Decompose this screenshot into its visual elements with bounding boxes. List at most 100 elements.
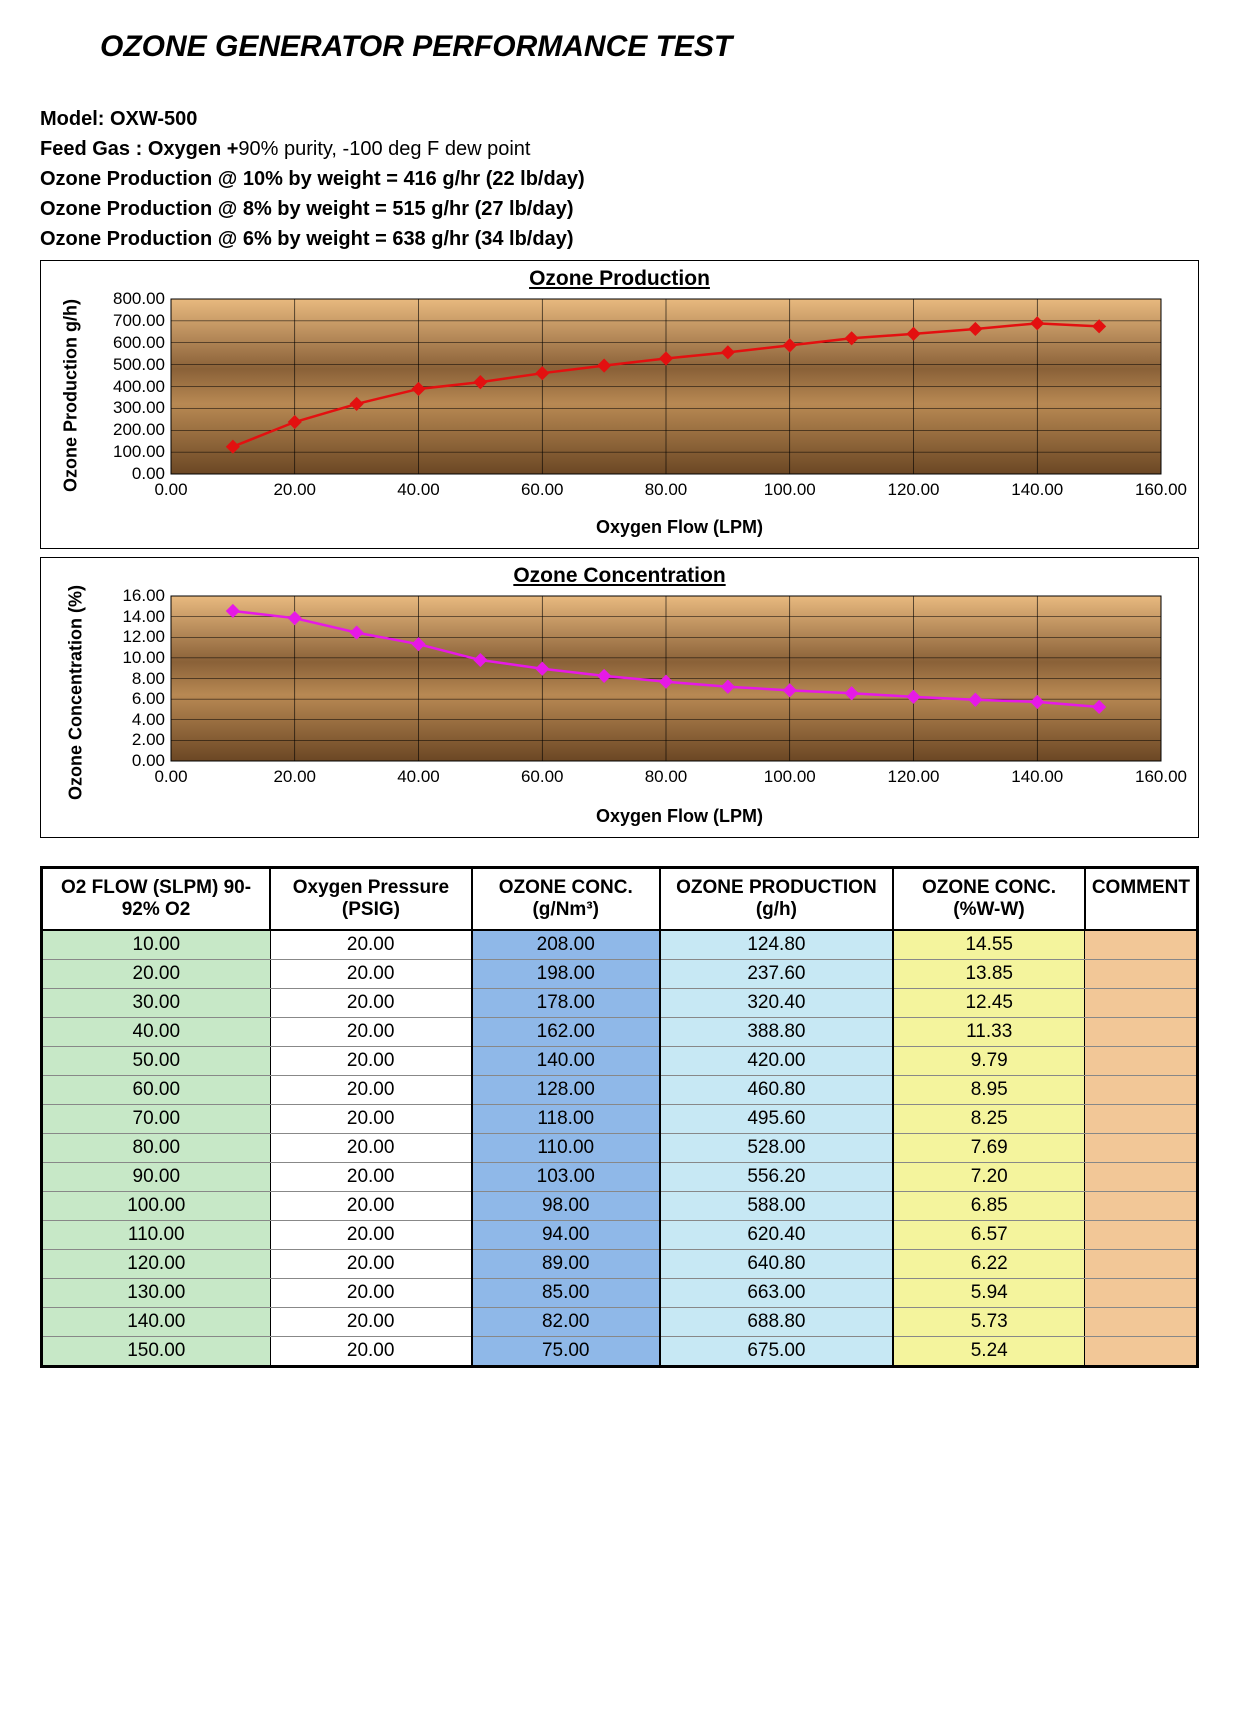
- table-cell: 120.00: [42, 1250, 271, 1279]
- table-cell: [1085, 1308, 1198, 1337]
- x-tick-label: 80.00: [636, 767, 696, 787]
- table-cell: 20.00: [270, 1337, 472, 1367]
- plot-concentration: 0.002.004.006.008.0010.0012.0014.0016.00…: [171, 592, 1188, 802]
- table-cell: 110.00: [472, 1134, 660, 1163]
- table-cell: 13.85: [893, 960, 1085, 989]
- y-tick-label: 300.00: [95, 398, 165, 418]
- x-tick-label: 40.00: [389, 480, 449, 500]
- table-cell: 198.00: [472, 960, 660, 989]
- table-cell: [1085, 1163, 1198, 1192]
- y-tick-label: 700.00: [95, 311, 165, 331]
- table-cell: 89.00: [472, 1250, 660, 1279]
- table-cell: 20.00: [270, 1105, 472, 1134]
- table-row: 120.0020.0089.00640.806.22: [42, 1250, 1198, 1279]
- table-cell: 6.85: [893, 1192, 1085, 1221]
- table-cell: 20.00: [270, 1163, 472, 1192]
- table-cell: 118.00: [472, 1105, 660, 1134]
- table-cell: 20.00: [270, 930, 472, 960]
- table-cell: 14.55: [893, 930, 1085, 960]
- table-header-row: O2 FLOW (SLPM) 90-92% O2Oxygen Pressure …: [42, 868, 1198, 931]
- table-cell: 420.00: [660, 1047, 893, 1076]
- table-cell: 20.00: [270, 1076, 472, 1105]
- table-cell: 20.00: [270, 960, 472, 989]
- x-tick-label: 60.00: [512, 767, 572, 787]
- table-cell: [1085, 1018, 1198, 1047]
- table-cell: [1085, 1076, 1198, 1105]
- y-tick-label: 2.00: [95, 730, 165, 750]
- x-tick-label: 0.00: [141, 480, 201, 500]
- table-cell: [1085, 1250, 1198, 1279]
- table-row: 90.0020.00103.00556.207.20: [42, 1163, 1198, 1192]
- table-cell: 50.00: [42, 1047, 271, 1076]
- table-cell: [1085, 1105, 1198, 1134]
- table-cell: 162.00: [472, 1018, 660, 1047]
- table-cell: 495.60: [660, 1105, 893, 1134]
- table-cell: 150.00: [42, 1337, 271, 1367]
- table-row: 10.0020.00208.00124.8014.55: [42, 930, 1198, 960]
- table-row: 30.0020.00178.00320.4012.45: [42, 989, 1198, 1018]
- table-cell: 20.00: [270, 1134, 472, 1163]
- y-axis-label-production: Ozone Production g/h): [61, 296, 82, 496]
- table-cell: 688.80: [660, 1308, 893, 1337]
- table-cell: 82.00: [472, 1308, 660, 1337]
- table-row: 140.0020.0082.00688.805.73: [42, 1308, 1198, 1337]
- table-cell: 94.00: [472, 1221, 660, 1250]
- table-cell: 6.22: [893, 1250, 1085, 1279]
- table-cell: 6.57: [893, 1221, 1085, 1250]
- y-axis-label-concentration: Ozone Concentration (%): [66, 578, 87, 808]
- table-cell: 70.00: [42, 1105, 271, 1134]
- x-tick-label: 100.00: [760, 480, 820, 500]
- info-block: Model: OXW-500 Feed Gas : Oxygen +90% pu…: [40, 104, 1199, 254]
- x-tick-label: 60.00: [512, 480, 572, 500]
- table-cell: 40.00: [42, 1018, 271, 1047]
- table-cell: 140.00: [42, 1308, 271, 1337]
- x-axis-label-production: Oxygen Flow (LPM): [171, 517, 1188, 538]
- table-cell: [1085, 1134, 1198, 1163]
- table-cell: 60.00: [42, 1076, 271, 1105]
- table-cell: 556.20: [660, 1163, 893, 1192]
- table-cell: 80.00: [42, 1134, 271, 1163]
- chart-title-concentration: Ozone Concentration: [51, 564, 1188, 588]
- table-cell: 663.00: [660, 1279, 893, 1308]
- table-cell: 5.94: [893, 1279, 1085, 1308]
- table-cell: 30.00: [42, 989, 271, 1018]
- table-cell: [1085, 989, 1198, 1018]
- y-tick-label: 400.00: [95, 377, 165, 397]
- y-tick-label: 200.00: [95, 420, 165, 440]
- table-cell: 237.60: [660, 960, 893, 989]
- table-cell: 90.00: [42, 1163, 271, 1192]
- table-cell: 640.80: [660, 1250, 893, 1279]
- table-header: O2 FLOW (SLPM) 90-92% O2: [42, 868, 271, 931]
- table-cell: 11.33: [893, 1018, 1085, 1047]
- x-tick-label: 140.00: [1007, 480, 1067, 500]
- y-tick-label: 16.00: [95, 586, 165, 606]
- table-cell: 75.00: [472, 1337, 660, 1367]
- y-tick-label: 100.00: [95, 442, 165, 462]
- table-cell: [1085, 1279, 1198, 1308]
- prod10-line: Ozone Production @ 10% by weight = 416 g…: [40, 164, 1199, 194]
- x-tick-label: 160.00: [1131, 480, 1191, 500]
- table-cell: 20.00: [270, 1250, 472, 1279]
- table-row: 110.0020.0094.00620.406.57: [42, 1221, 1198, 1250]
- table-cell: 7.20: [893, 1163, 1085, 1192]
- y-tick-label: 8.00: [95, 669, 165, 689]
- prod6-line: Ozone Production @ 6% by weight = 638 g/…: [40, 224, 1199, 254]
- table-cell: 20.00: [270, 989, 472, 1018]
- y-tick-label: 14.00: [95, 607, 165, 627]
- table-header: OZONE PRODUCTION (g/h): [660, 868, 893, 931]
- table-cell: 20.00: [270, 1221, 472, 1250]
- table-cell: 20.00: [42, 960, 271, 989]
- table-cell: 320.40: [660, 989, 893, 1018]
- table-header: Oxygen Pressure (PSIG): [270, 868, 472, 931]
- table-cell: [1085, 930, 1198, 960]
- table-cell: 110.00: [42, 1221, 271, 1250]
- table-row: 70.0020.00118.00495.608.25: [42, 1105, 1198, 1134]
- chart-title-production: Ozone Production: [51, 267, 1188, 291]
- x-tick-label: 40.00: [389, 767, 449, 787]
- y-tick-label: 6.00: [95, 689, 165, 709]
- table-cell: 12.45: [893, 989, 1085, 1018]
- model-line: Model: OXW-500: [40, 104, 1199, 134]
- table-header: COMMENT: [1085, 868, 1198, 931]
- plot-production: 0.00100.00200.00300.00400.00500.00600.00…: [171, 295, 1188, 515]
- table-cell: [1085, 960, 1198, 989]
